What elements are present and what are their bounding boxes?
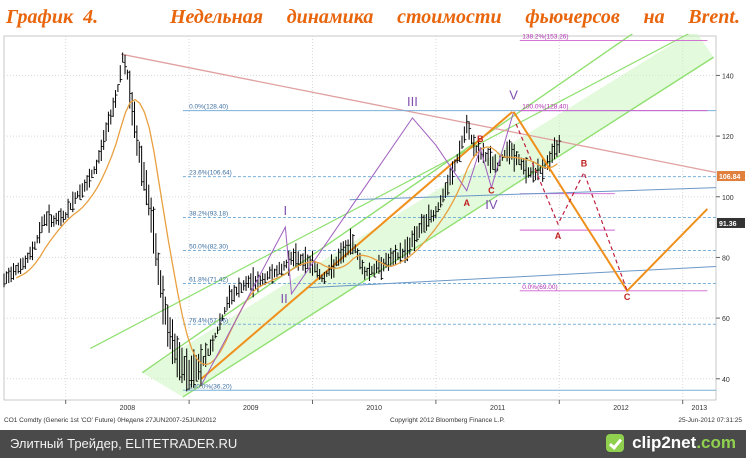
price-marker-label: 91.36 (719, 221, 737, 228)
channel-lower-line (182, 56, 714, 398)
y-tick-label: 60 (722, 316, 730, 323)
projection-level-label: 100.0%(128.40) (522, 104, 568, 111)
x-tick-label: 2009 (243, 405, 259, 412)
elliott-wave-path (200, 111, 515, 386)
price-marker-box (717, 171, 745, 182)
x-tick-label: 2013 (692, 405, 708, 412)
y-tick-label: 100 (722, 195, 734, 202)
clip2net-logo-icon (606, 434, 624, 452)
x-tick-label: 2012 (613, 405, 629, 412)
chart-title: График 4. Недельная динамика стоимости ф… (0, 0, 746, 34)
wave-label-roman: I (284, 203, 288, 218)
fib-level-label: 76.4%(57.96) (189, 317, 228, 324)
wave-label-letter: C (624, 292, 631, 302)
y-tick-label: 80 (722, 255, 730, 262)
y-tick-label: 140 (722, 73, 734, 80)
support-line (349, 187, 717, 201)
fib-level-label: 100.0%(36.20) (189, 383, 232, 390)
forecast-path (512, 111, 709, 293)
y-tick-label: 40 (722, 377, 730, 384)
wave-label-roman: III (407, 94, 418, 109)
wave-label-roman: II (280, 291, 287, 306)
projection-level-label: 0.0%(69.00) (522, 284, 557, 291)
price-marker-box (717, 217, 745, 228)
clip2net-logo: clip2net.com (632, 433, 736, 453)
wave-label-letter: B (581, 158, 588, 168)
x-tick-label: 2010 (366, 405, 382, 412)
brent-weekly-chart: 0.0%(128.40) 23.6%(106.64) 38.2%(93.18) 50.… (3, 34, 745, 424)
resistance-line (121, 53, 717, 174)
fib-level-label: 23.6%(106.64) (189, 170, 232, 177)
fib-level-label: 61.8%(71.42) (189, 276, 228, 283)
projection-level-label: 138.2%(153.26) (522, 34, 568, 41)
x-tick-label: 2011 (490, 405, 505, 412)
x-tick-label: 2008 (120, 405, 136, 412)
source-footer: Элитный Трейдер, ELITETRADER.RU clip2net… (0, 430, 746, 458)
price-marker-label: 106.84 (719, 174, 741, 181)
wave-label-roman: V (509, 88, 518, 103)
fib-level-label: 50.0%(82.30) (189, 243, 228, 250)
timestamp-caption: 25-Jun-2012 07:31:25 (678, 417, 742, 424)
fib-level-label: 0.0%(128.40) (189, 104, 228, 111)
source-text: Элитный Трейдер, ELITETRADER.RU (10, 436, 238, 451)
wave-label-letter: B (477, 134, 484, 144)
ticker-caption: CO1 Comdty (Generic 1st 'CO' Future) 0Не… (4, 417, 217, 424)
wave-label-letter: A (555, 231, 562, 241)
channel-upper-line (141, 34, 634, 374)
logo-suffix: .com (696, 433, 736, 452)
wave-label-roman: IV (485, 197, 498, 212)
orange-trend-line (200, 111, 514, 380)
copyright-caption: Copyright 2012 Bloomberg Finance L.P. (390, 417, 505, 424)
wave-label-letter: C (488, 186, 495, 196)
fib-level-label: 38.2%(93.18) (189, 210, 228, 217)
chart-heading: Недельная динамика стоимости фьючерсов н… (170, 6, 740, 28)
moving-average-line (16, 98, 558, 366)
y-tick-label: 120 (722, 134, 734, 141)
chart-number: График 4. (6, 6, 99, 28)
logo-text: clip2net (632, 433, 697, 452)
wave-label-letter: A (463, 198, 470, 208)
channel-outer-line (90, 34, 690, 349)
